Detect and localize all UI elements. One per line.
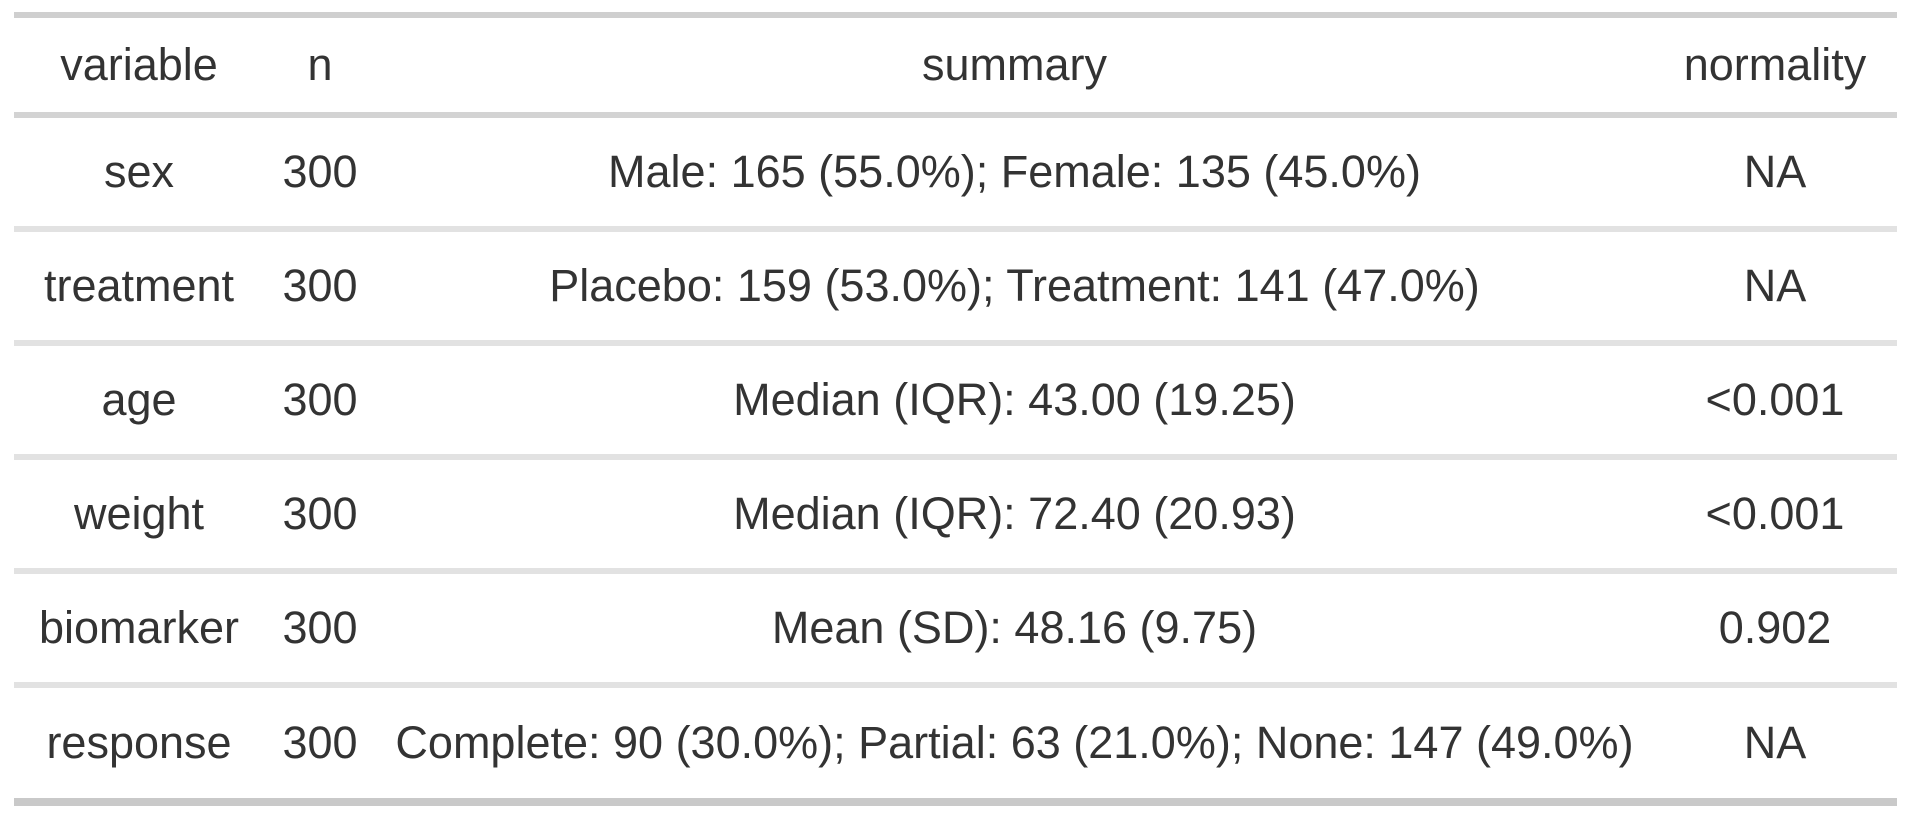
- cell-summary: Median (IQR): 43.00 (19.25): [733, 374, 1296, 425]
- cell-normality: NA: [1743, 717, 1807, 768]
- cell-variable: age: [101, 374, 177, 425]
- cell-normality: NA: [1743, 260, 1807, 311]
- cell-n: 300: [282, 602, 358, 653]
- table-row: weight 300 Median (IQR): 72.40 (20.93) <…: [14, 457, 1897, 571]
- cell-n: 300: [282, 374, 358, 425]
- cell-summary: Mean (SD): 48.16 (9.75): [771, 602, 1258, 653]
- cell-summary: Male: 165 (55.0%); Female: 135 (45.0%): [608, 146, 1421, 197]
- cell-normality: <0.001: [1705, 488, 1845, 539]
- header-variable: variable: [60, 39, 218, 90]
- table-row: age 300 Median (IQR): 43.00 (19.25) <0.0…: [14, 343, 1897, 457]
- cell-n: 300: [282, 146, 358, 197]
- header-n: n: [307, 39, 333, 90]
- table-row: treatment 300 Placebo: 159 (53.0%); Trea…: [14, 229, 1897, 343]
- cell-variable: response: [46, 717, 232, 768]
- header-summary: summary: [921, 39, 1107, 90]
- cell-variable: biomarker: [38, 602, 240, 653]
- cell-summary: Placebo: 159 (53.0%); Treatment: 141 (47…: [549, 260, 1480, 311]
- cell-n: 300: [282, 488, 358, 539]
- summary-table: variable n summary normality sex 300 Mal…: [14, 12, 1897, 806]
- header-row: variable n summary normality: [14, 15, 1897, 115]
- cell-normality: <0.001: [1705, 374, 1845, 425]
- table-header: variable n summary normality: [14, 15, 1897, 115]
- header-normality: normality: [1683, 39, 1867, 90]
- cell-summary: Median (IQR): 72.40 (20.93): [733, 488, 1296, 539]
- cell-normality: NA: [1743, 146, 1807, 197]
- cell-normality: 0.902: [1718, 602, 1832, 653]
- cell-summary: Complete: 90 (30.0%); Partial: 63 (21.0%…: [395, 717, 1634, 768]
- cell-n: 300: [282, 717, 358, 768]
- cell-variable: treatment: [43, 260, 235, 311]
- table-row: sex 300 Male: 165 (55.0%); Female: 135 (…: [14, 115, 1897, 229]
- table-body: sex 300 Male: 165 (55.0%); Female: 135 (…: [14, 115, 1897, 802]
- cell-variable: sex: [103, 146, 175, 197]
- cell-variable: weight: [73, 488, 205, 539]
- table-row: biomarker 300 Mean (SD): 48.16 (9.75) 0.…: [14, 571, 1897, 685]
- cell-n: 300: [282, 260, 358, 311]
- table-row: response 300 Complete: 90 (30.0%); Parti…: [14, 685, 1897, 802]
